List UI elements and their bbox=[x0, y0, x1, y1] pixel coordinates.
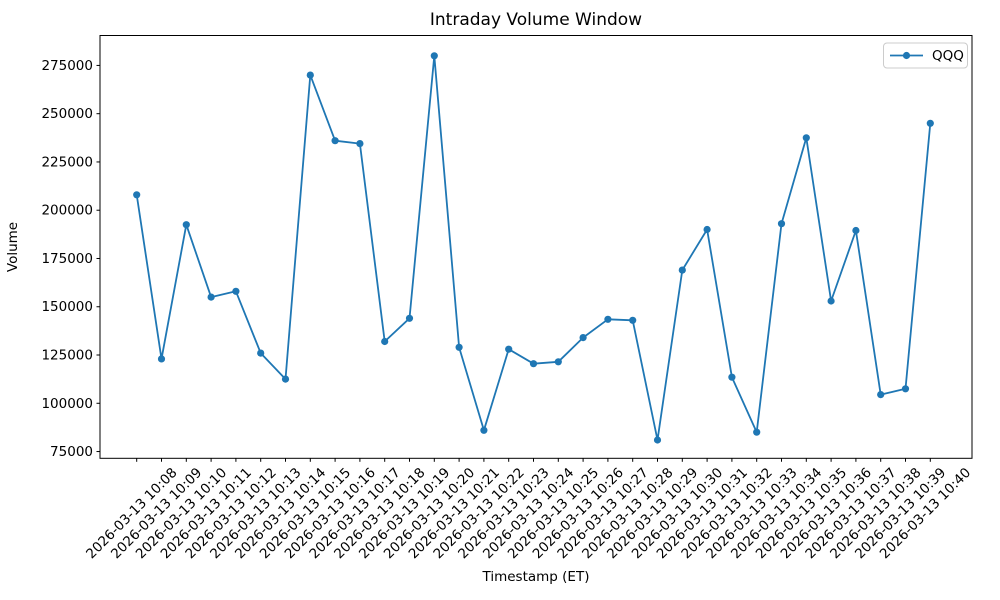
data-point-marker bbox=[281, 375, 290, 383]
data-point-marker bbox=[257, 349, 265, 357]
plot-spines bbox=[99, 35, 973, 459]
data-point-marker bbox=[157, 355, 166, 363]
data-point-marker bbox=[455, 343, 463, 351]
data-point-marker bbox=[852, 226, 860, 235]
y-tick-label: 175000 bbox=[41, 251, 93, 267]
axes-layer: 75000 100000 125000 150000 175000 200000 22500… bbox=[41, 35, 974, 562]
data-point-marker bbox=[381, 337, 389, 346]
data-point-marker bbox=[232, 287, 240, 295]
legend-marker-icon bbox=[902, 51, 911, 60]
x-axis-label: Timestamp (ET) bbox=[482, 569, 590, 585]
legend-box bbox=[883, 42, 968, 69]
data-point-marker bbox=[629, 316, 637, 324]
data-point-marker bbox=[703, 225, 711, 234]
data-point-marker bbox=[505, 345, 513, 353]
chart-title: Intraday Volume Window bbox=[430, 10, 642, 30]
data-point-marker bbox=[182, 221, 190, 229]
y-tick-label: 225000 bbox=[41, 154, 93, 170]
y-tick-label: 100000 bbox=[41, 396, 93, 412]
legend: QQQ bbox=[883, 42, 968, 69]
data-point-marker bbox=[604, 315, 612, 323]
y-tick-label: 75000 bbox=[50, 444, 93, 460]
y-axis-label: Volume bbox=[5, 222, 21, 272]
data-point-marker bbox=[777, 220, 786, 228]
y-tick-label: 125000 bbox=[41, 348, 93, 364]
y-tick-label: 200000 bbox=[41, 203, 93, 219]
data-point-marker bbox=[579, 334, 587, 342]
data-point-marker bbox=[877, 391, 885, 399]
data-point-marker bbox=[207, 293, 215, 301]
data-point-marker bbox=[728, 373, 736, 381]
y-tick-label: 275000 bbox=[41, 58, 93, 74]
series-line bbox=[135, 54, 932, 441]
data-point-marker bbox=[529, 360, 538, 368]
y-tick-label: 250000 bbox=[41, 106, 93, 122]
data-point-marker bbox=[827, 297, 835, 305]
data-point-marker bbox=[356, 140, 364, 148]
data-point-marker bbox=[901, 385, 910, 393]
y-tick-label: 150000 bbox=[41, 299, 93, 315]
legend-label: QQQ bbox=[932, 48, 964, 64]
data-point-marker bbox=[554, 358, 562, 366]
data-point-marker bbox=[430, 52, 438, 60]
data-point-marker bbox=[480, 426, 488, 434]
data-point-marker bbox=[653, 436, 662, 444]
data-point-marker bbox=[133, 191, 141, 199]
data-point-marker bbox=[306, 71, 314, 79]
data-point-marker bbox=[678, 266, 686, 274]
data-point-marker bbox=[405, 314, 414, 322]
data-point-marker bbox=[753, 428, 761, 436]
data-point-marker bbox=[331, 137, 339, 145]
data-point-marker bbox=[802, 134, 810, 142]
data-point-marker bbox=[926, 119, 934, 127]
